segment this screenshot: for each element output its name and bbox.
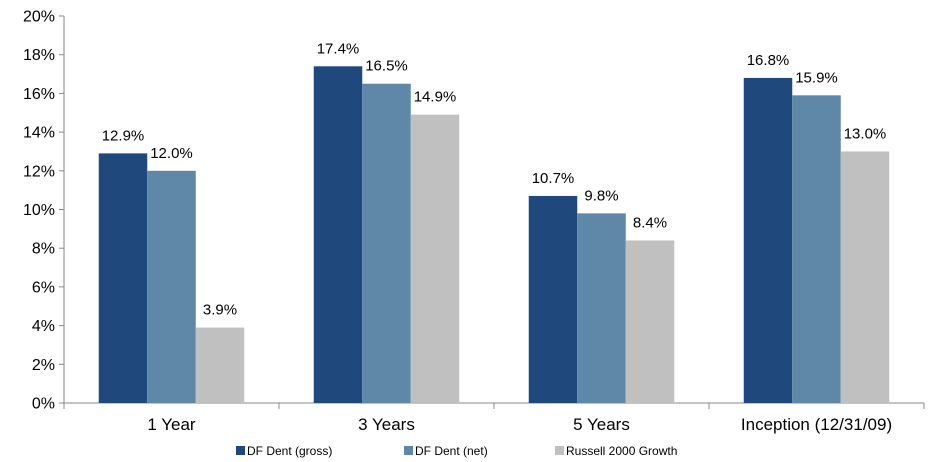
bar <box>362 83 411 403</box>
y-tick-label: 10% <box>23 202 55 219</box>
bar <box>625 240 675 403</box>
y-tick-label: 14% <box>23 125 55 142</box>
y-tick-label: 18% <box>23 47 55 64</box>
bar <box>313 66 363 403</box>
data-label: 8.4% <box>633 214 667 231</box>
y-tick-label: 2% <box>32 357 55 374</box>
data-label: 12.9% <box>102 127 145 144</box>
data-label: 10.7% <box>532 170 575 187</box>
bar <box>410 114 460 403</box>
data-label: 16.8% <box>747 52 790 69</box>
legend-label: DF Dent (gross) <box>247 444 332 458</box>
y-tick-label: 0% <box>32 396 55 413</box>
y-tick-label: 20% <box>23 9 55 26</box>
x-category-label: 3 Years <box>358 415 415 434</box>
bar <box>792 95 841 404</box>
y-tick-label: 16% <box>23 86 55 103</box>
y-tick-label: 12% <box>23 163 55 180</box>
data-label: 16.5% <box>365 58 408 75</box>
data-label: 15.9% <box>795 69 838 86</box>
y-tick-label: 4% <box>32 318 55 335</box>
data-label: 3.9% <box>203 302 237 319</box>
data-label: 13.0% <box>844 125 887 142</box>
legend-swatch <box>404 446 413 455</box>
x-category-label: 1 Year <box>147 415 196 434</box>
bar <box>147 170 196 403</box>
data-label: 17.4% <box>317 40 360 57</box>
bar <box>577 213 626 403</box>
bar <box>840 151 890 403</box>
y-tick-label: 8% <box>32 241 55 258</box>
legend-label: Russell 2000 Growth <box>566 444 677 458</box>
data-label: 14.9% <box>414 89 457 106</box>
data-label: 9.8% <box>584 187 618 204</box>
legend-swatch <box>236 446 245 455</box>
bar <box>743 77 793 404</box>
y-tick-label: 6% <box>32 279 55 296</box>
bar <box>195 327 245 403</box>
bar <box>98 153 148 403</box>
legend-swatch <box>555 446 564 455</box>
x-category-label: 5 Years <box>573 415 630 434</box>
x-category-label: Inception (12/31/09) <box>741 415 892 434</box>
bar <box>528 195 578 403</box>
data-label: 12.0% <box>150 145 193 162</box>
legend-label: DF Dent (net) <box>415 444 488 458</box>
